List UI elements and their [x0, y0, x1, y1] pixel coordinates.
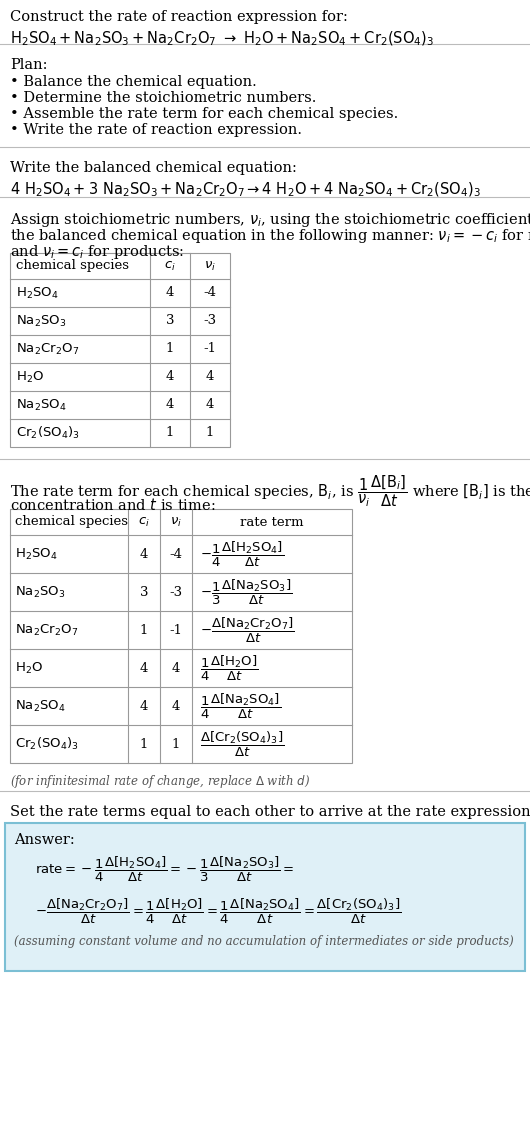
- Text: (assuming constant volume and no accumulation of intermediates or side products): (assuming constant volume and no accumul…: [14, 935, 514, 948]
- Text: 4: 4: [140, 547, 148, 561]
- Text: 3: 3: [166, 314, 174, 328]
- Text: • Balance the chemical equation.: • Balance the chemical equation.: [10, 75, 257, 89]
- Text: $\nu_i$: $\nu_i$: [204, 259, 216, 273]
- Text: 4: 4: [166, 399, 174, 411]
- Text: -1: -1: [204, 343, 216, 355]
- Text: -1: -1: [170, 624, 182, 636]
- Text: 4: 4: [206, 399, 214, 411]
- Text: $\mathregular{Na_2SO_3}$: $\mathregular{Na_2SO_3}$: [15, 585, 66, 600]
- Text: $\mathrm{rate} = -\dfrac{1}{4}\dfrac{\Delta[\mathregular{H_2SO_4}]}{\Delta t} = : $\mathrm{rate} = -\dfrac{1}{4}\dfrac{\De…: [35, 855, 295, 884]
- Text: $\mathregular{Na_2Cr_2O_7}$: $\mathregular{Na_2Cr_2O_7}$: [16, 341, 79, 356]
- Text: 4: 4: [166, 287, 174, 299]
- Text: $\mathregular{Cr_2(SO_4)_3}$: $\mathregular{Cr_2(SO_4)_3}$: [15, 735, 79, 753]
- Text: 1: 1: [206, 426, 214, 440]
- Text: Write the balanced chemical equation:: Write the balanced chemical equation:: [10, 161, 297, 175]
- Text: Plan:: Plan:: [10, 58, 48, 72]
- Text: -3: -3: [204, 314, 217, 328]
- Text: 1: 1: [172, 738, 180, 750]
- Text: • Determine the stoichiometric numbers.: • Determine the stoichiometric numbers.: [10, 91, 316, 105]
- Text: The rate term for each chemical species, $\mathrm{B}_i$, is $\dfrac{1}{\nu_i}\df: The rate term for each chemical species,…: [10, 473, 530, 508]
- Text: Set the rate terms equal to each other to arrive at the rate expression:: Set the rate terms equal to each other t…: [10, 805, 530, 819]
- Text: $\mathregular{H_2SO_4}$: $\mathregular{H_2SO_4}$: [15, 547, 58, 562]
- Text: $\dfrac{1}{4}\dfrac{\Delta[\mathregular{Na_2SO_4}]}{\Delta t}$: $\dfrac{1}{4}\dfrac{\Delta[\mathregular{…: [200, 691, 281, 721]
- Text: chemical species: chemical species: [16, 259, 129, 273]
- Text: Assign stoichiometric numbers, $\nu_i$, using the stoichiometric coefficients, $: Assign stoichiometric numbers, $\nu_i$, …: [10, 211, 530, 230]
- Text: $\mathregular{Na_2SO_3}$: $\mathregular{Na_2SO_3}$: [16, 313, 66, 329]
- Text: $\nu_i$: $\nu_i$: [170, 515, 182, 529]
- Text: $-\dfrac{1}{4}\dfrac{\Delta[\mathregular{H_2SO_4}]}{\Delta t}$: $-\dfrac{1}{4}\dfrac{\Delta[\mathregular…: [200, 539, 284, 569]
- Text: 4: 4: [172, 661, 180, 675]
- Text: 1: 1: [140, 624, 148, 636]
- Text: Answer:: Answer:: [14, 833, 75, 847]
- Bar: [10, 509, 352, 763]
- Text: 4: 4: [206, 370, 214, 384]
- Text: $\mathregular{Na_2Cr_2O_7}$: $\mathregular{Na_2Cr_2O_7}$: [15, 622, 78, 637]
- Text: $c_i$: $c_i$: [138, 515, 150, 529]
- Text: $\mathregular{H_2O}$: $\mathregular{H_2O}$: [15, 660, 43, 676]
- Text: concentration and $t$ is time:: concentration and $t$ is time:: [10, 497, 216, 513]
- Text: $-\dfrac{\Delta[\mathregular{Na_2Cr_2O_7}]}{\Delta t} = \dfrac{1}{4}\dfrac{\Delt: $-\dfrac{\Delta[\mathregular{Na_2Cr_2O_7…: [35, 896, 401, 926]
- Text: • Assemble the rate term for each chemical species.: • Assemble the rate term for each chemic…: [10, 107, 398, 121]
- Text: $\mathregular{H_2SO_4}$: $\mathregular{H_2SO_4}$: [16, 286, 59, 300]
- Text: 1: 1: [166, 343, 174, 355]
- Text: 4: 4: [172, 700, 180, 713]
- Text: (for infinitesimal rate of change, replace $\Delta$ with $d$): (for infinitesimal rate of change, repla…: [10, 773, 311, 790]
- Text: 1: 1: [140, 738, 148, 750]
- Text: rate term: rate term: [240, 515, 304, 529]
- Text: 4: 4: [140, 700, 148, 713]
- Text: $\mathregular{Cr_2(SO_4)_3}$: $\mathregular{Cr_2(SO_4)_3}$: [16, 425, 80, 441]
- Text: $\mathregular{4\ H_2SO_4 + 3\ Na_2SO_3 + Na_2Cr_2O_7 \rightarrow 4\ H_2O + 4\ Na: $\mathregular{4\ H_2SO_4 + 3\ Na_2SO_3 +…: [10, 180, 481, 200]
- Text: $\mathregular{H_2O}$: $\mathregular{H_2O}$: [16, 370, 44, 385]
- Text: $-\dfrac{1}{3}\dfrac{\Delta[\mathregular{Na_2SO_3}]}{\Delta t}$: $-\dfrac{1}{3}\dfrac{\Delta[\mathregular…: [200, 578, 292, 606]
- Text: -4: -4: [204, 287, 216, 299]
- Text: 4: 4: [166, 370, 174, 384]
- Text: $\dfrac{\Delta[\mathregular{Cr_2(SO_4)_3}]}{\Delta t}$: $\dfrac{\Delta[\mathregular{Cr_2(SO_4)_3…: [200, 730, 285, 758]
- Text: $\mathregular{Na_2SO_4}$: $\mathregular{Na_2SO_4}$: [15, 699, 66, 714]
- Text: $\dfrac{1}{4}\dfrac{\Delta[\mathregular{H_2O}]}{\Delta t}$: $\dfrac{1}{4}\dfrac{\Delta[\mathregular{…: [200, 653, 258, 683]
- Text: chemical species: chemical species: [15, 515, 128, 529]
- Text: the balanced chemical equation in the following manner: $\nu_i = -c_i$ for react: the balanced chemical equation in the fo…: [10, 227, 530, 246]
- Text: Construct the rate of reaction expression for:: Construct the rate of reaction expressio…: [10, 10, 348, 24]
- Text: 4: 4: [140, 661, 148, 675]
- Text: -3: -3: [170, 586, 182, 598]
- Text: 1: 1: [166, 426, 174, 440]
- Text: $\mathregular{Na_2SO_4}$: $\mathregular{Na_2SO_4}$: [16, 397, 67, 412]
- Text: • Write the rate of reaction expression.: • Write the rate of reaction expression.: [10, 123, 302, 137]
- Bar: [10, 254, 230, 447]
- Text: $c_i$: $c_i$: [164, 259, 176, 273]
- Text: and $\nu_i = c_i$ for products:: and $\nu_i = c_i$ for products:: [10, 243, 184, 262]
- Text: $-\dfrac{\Delta[\mathregular{Na_2Cr_2O_7}]}{\Delta t}$: $-\dfrac{\Delta[\mathregular{Na_2Cr_2O_7…: [200, 616, 295, 644]
- Text: $\mathregular{H_2SO_4 + Na_2SO_3 + Na_2Cr_2O_7}$$\mathregular{\ \rightarrow \ H_: $\mathregular{H_2SO_4 + Na_2SO_3 + Na_2C…: [10, 30, 434, 48]
- Text: -4: -4: [170, 547, 182, 561]
- FancyBboxPatch shape: [5, 823, 525, 971]
- Text: 3: 3: [140, 586, 148, 598]
